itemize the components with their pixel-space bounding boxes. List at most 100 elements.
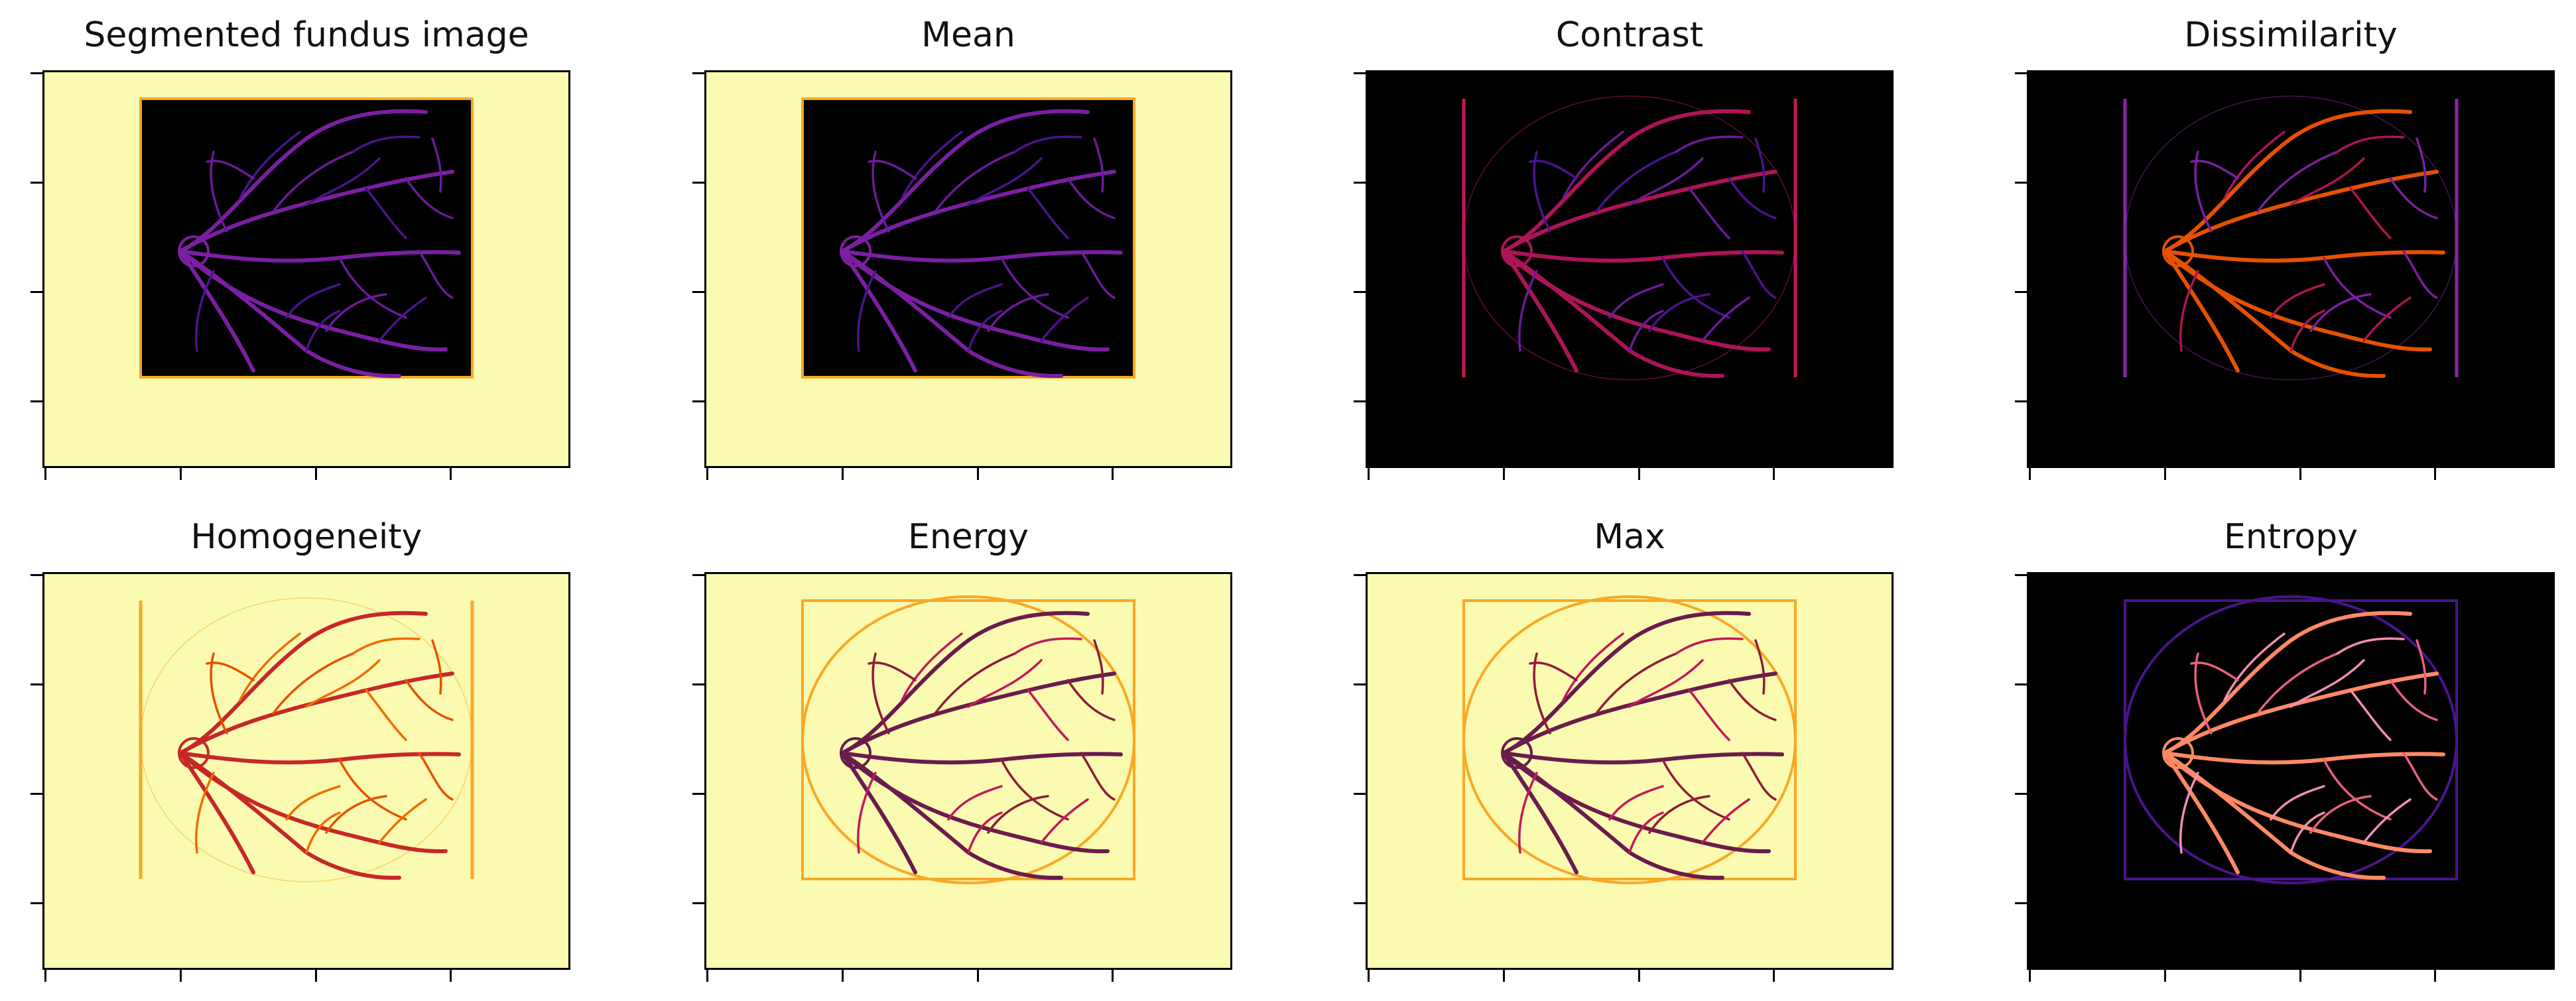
fundus-image [2123,95,2459,381]
vessel-segment [1517,772,1538,854]
vessel-segment [378,798,427,844]
vessel-segment [2163,751,2240,874]
vessel-segment [1675,135,1744,153]
vessel-segment [206,662,255,681]
y-tick [31,902,42,905]
vessel-segment [405,177,454,219]
vessel-segment [305,310,341,352]
vessel-segment [840,751,917,874]
vessel-segment [431,639,442,695]
vessel-segment [1502,249,1771,352]
y-tick [1354,182,1366,184]
vessel-segment [840,672,1116,755]
vessel-segment [2163,109,2412,253]
vessel-tree [1501,611,1784,880]
vessel-segment [2362,798,2412,844]
vessel-segment [1628,811,1664,854]
vessel-segment [1040,798,1089,844]
x-tick [976,970,979,982]
vessel-segment [325,795,387,834]
vessel-tree [840,109,1123,379]
fundus-boundary [801,595,1135,884]
vessel-tree [840,611,1123,880]
vessel-segment [1066,679,1116,721]
vessel-segment [1648,293,1710,332]
vessel-segment [2323,257,2392,319]
y-tick [692,182,704,184]
vessel-segment [1517,270,1538,352]
optic-disc [2162,737,2194,769]
vessel-segment [305,811,341,854]
vessel-segment [418,752,454,801]
vessel-segment [2179,772,2199,854]
vessel-segment [206,160,255,180]
fundus-boundary [2124,95,2457,381]
fundus-image [801,97,1135,379]
optic-disc [178,737,210,769]
vessel-segment [1728,679,1777,721]
vessel-segment [1502,751,1784,765]
vessel-tree [2162,109,2445,379]
vessel-segment [1502,170,1777,253]
vessel-segment [2190,160,2239,180]
y-tick [1354,683,1366,686]
vessel-segment [1013,135,1082,153]
vessel-segment [272,652,354,715]
subplot-panel: Energy [692,514,1232,990]
vessel-segment [1027,689,1069,741]
vessel-segment [868,662,917,681]
vessel-segment [856,772,877,854]
optic-disc [1501,235,1533,267]
vessel-segment [1648,795,1710,834]
vessel-segment [1080,250,1116,299]
y-tick [1354,574,1366,576]
y-tick [692,902,704,905]
vessel-segment [2163,611,2412,755]
subplot-title: Contrast [1555,15,1704,55]
vessel-segment [2415,639,2427,695]
y-tick [2015,400,2027,403]
x-tick [1638,468,1640,480]
x-tick [450,970,452,982]
y-tick [31,574,42,576]
vessel-segment [239,632,301,701]
y-tick [1354,291,1366,294]
x-tick [1773,468,1775,480]
vessel-segment [2415,137,2427,193]
vessel-segment [352,637,420,655]
subplot-axes [31,572,570,982]
vessel-segment [1502,249,1784,263]
subplot-axes [692,70,1232,480]
x-tick [1368,468,1370,480]
vessel-segment [2309,293,2372,332]
subplot-title: Mean [921,15,1015,55]
vessel-segment [2163,751,2445,765]
y-tick [692,291,704,294]
vessel-segment [987,795,1049,834]
vessel-segment [178,109,428,253]
x-tick [2434,970,2437,982]
vessel-segment [1741,752,1777,801]
vessel-segment [1000,257,1069,319]
vessel-segment [1502,109,1751,253]
vessel-segment [2256,150,2339,213]
x-tick [2299,970,2301,982]
vessel-tree [2162,611,2445,880]
y-tick [31,400,42,403]
fundus-image [139,97,474,379]
vessel-segment [2402,250,2438,299]
x-tick [314,970,317,982]
vessel-segment [1027,187,1069,239]
vessel-segment [1502,751,1771,854]
fundus-image [139,597,474,882]
vessel-segment [934,652,1016,715]
vessel-segment [2223,632,2286,701]
optic-disc [840,235,871,267]
x-tick [706,468,708,480]
vessel-segment [840,249,1110,352]
subplot-panel: Contrast [1354,12,1894,488]
y-tick [1354,793,1366,795]
x-tick [2029,468,2031,480]
vessel-segment [1754,137,1766,193]
vessel-segment [1628,157,1704,206]
